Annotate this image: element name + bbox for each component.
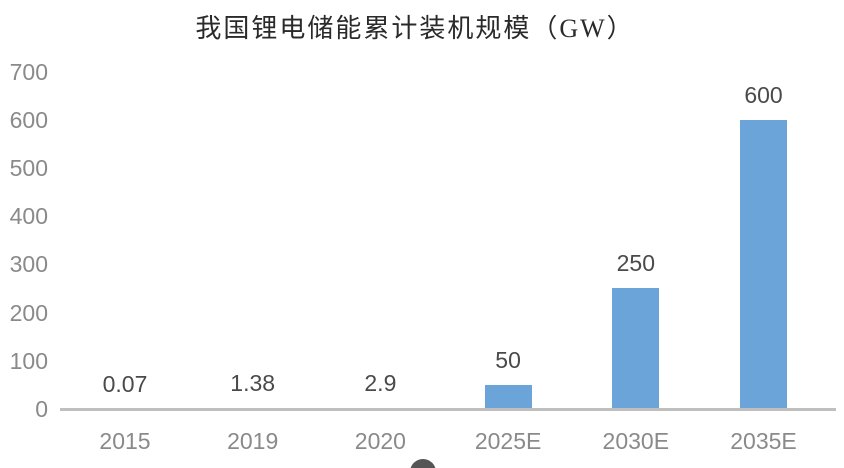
y-tick-label: 500 xyxy=(9,154,48,181)
chart-title: 我国锂电储能累计装机规模（GW） xyxy=(195,14,635,43)
bar-2025E xyxy=(484,384,532,409)
bar-value-label: 1.38 xyxy=(230,370,276,397)
x-tick-label: 2035E xyxy=(730,428,797,454)
bar-value-label: 50 xyxy=(495,346,521,373)
x-tick-label: 2025E xyxy=(474,428,542,454)
bar-value-label: 600 xyxy=(744,81,783,108)
x-tick-label: 2020 xyxy=(354,428,406,454)
y-tick-label: 300 xyxy=(9,251,48,278)
y-tick-label: 400 xyxy=(9,203,48,230)
bar-2035E xyxy=(740,119,787,409)
x-tick-label: 2019 xyxy=(227,428,279,454)
bar-value-label: 2.9 xyxy=(364,369,397,396)
y-tick-label: 200 xyxy=(9,299,48,326)
bar-value-label: 0.07 xyxy=(102,370,148,397)
x-tick-label: 2030E xyxy=(602,428,670,454)
y-tick-label: 600 xyxy=(9,106,48,133)
x-axis-line xyxy=(60,408,836,411)
partial-circle-mark-icon xyxy=(410,459,436,468)
x-tick-label: 2015 xyxy=(99,428,151,454)
y-tick-label: 700 xyxy=(9,58,48,85)
y-tick-label: 100 xyxy=(9,347,48,374)
bar-value-label: 250 xyxy=(616,250,655,277)
bar-2030E xyxy=(612,288,660,409)
y-tick-label: 0 xyxy=(35,396,48,422)
